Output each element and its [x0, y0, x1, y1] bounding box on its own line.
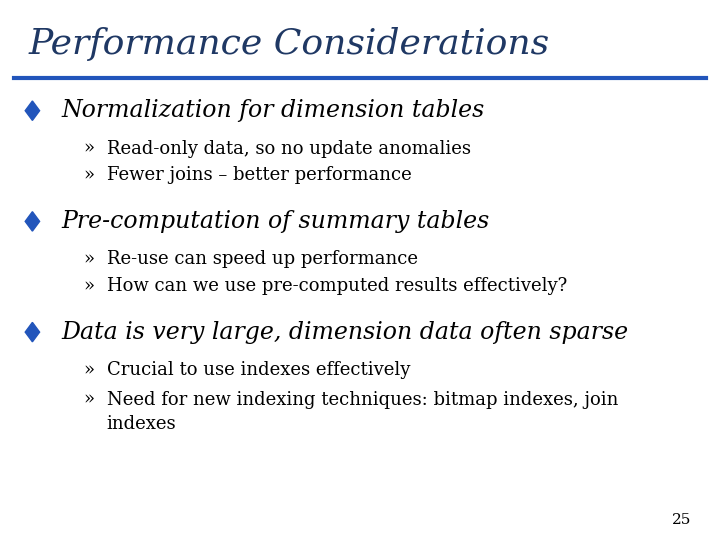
Text: indexes: indexes	[107, 415, 176, 433]
Text: Normalization for dimension tables: Normalization for dimension tables	[61, 99, 485, 122]
Polygon shape	[25, 322, 40, 342]
Text: Re-use can speed up performance: Re-use can speed up performance	[107, 250, 418, 268]
Text: Crucial to use indexes effectively: Crucial to use indexes effectively	[107, 361, 410, 379]
Text: »: »	[83, 139, 94, 158]
Text: How can we use pre-computed results effectively?: How can we use pre-computed results effe…	[107, 277, 567, 295]
Text: Pre-computation of summary tables: Pre-computation of summary tables	[61, 210, 490, 233]
Text: 25: 25	[672, 512, 691, 526]
Text: »: »	[83, 250, 94, 268]
Text: Need for new indexing techniques: bitmap indexes, join: Need for new indexing techniques: bitmap…	[107, 390, 618, 409]
Polygon shape	[25, 212, 40, 231]
Polygon shape	[25, 101, 40, 120]
Text: »: »	[83, 277, 94, 295]
Text: »: »	[83, 361, 94, 379]
Text: »: »	[83, 390, 94, 409]
Text: »: »	[83, 166, 94, 185]
Text: Fewer joins – better performance: Fewer joins – better performance	[107, 166, 411, 185]
Text: Data is very large, dimension data often sparse: Data is very large, dimension data often…	[61, 321, 629, 343]
Text: Performance Considerations: Performance Considerations	[29, 27, 550, 61]
Text: Read-only data, so no update anomalies: Read-only data, so no update anomalies	[107, 139, 471, 158]
